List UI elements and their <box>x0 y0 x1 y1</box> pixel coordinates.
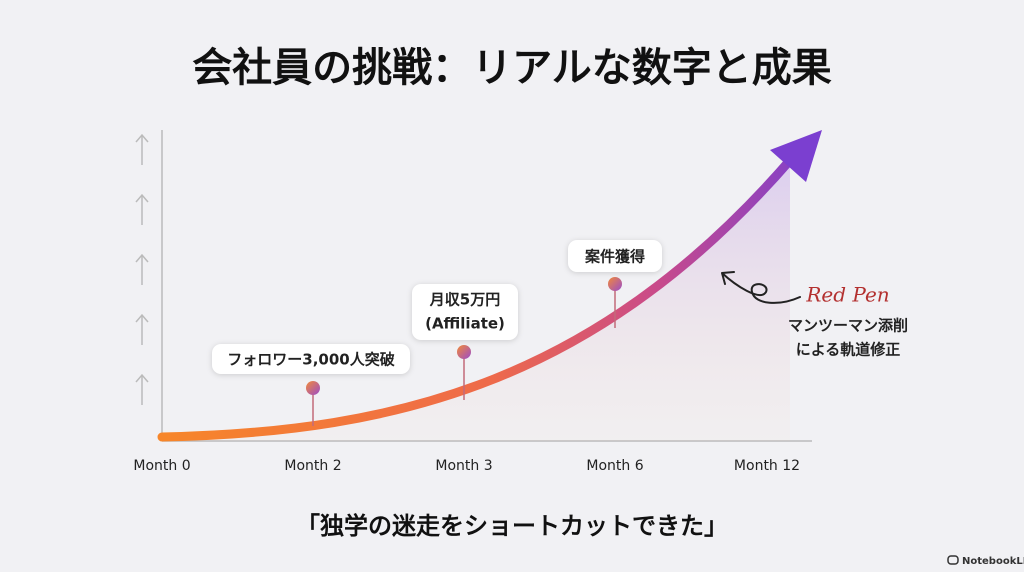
annotation-arrow <box>721 271 801 304</box>
annotation-title: Red Pen <box>805 283 889 307</box>
milestone: 月収5万円 (Affiliate) <box>412 284 518 400</box>
x-label: Month 12 <box>734 458 800 474</box>
x-label: Month 0 <box>133 458 190 474</box>
growth-curve <box>157 153 797 442</box>
annotation-text: マンツーマン添削 <box>788 317 908 335</box>
quote: 「独学の迷走をショートカットできた」 <box>296 512 728 540</box>
milestone: 案件獲得 <box>568 240 662 328</box>
milestone: フォロワー3,000人突破 <box>212 344 410 426</box>
x-label: Month 2 <box>284 458 341 474</box>
milestone-label: 案件獲得 <box>584 248 645 266</box>
x-label: Month 6 <box>586 458 643 474</box>
milestone-label: 月収5万円 <box>429 291 500 309</box>
curve-arrowhead <box>770 130 822 182</box>
up-arrows <box>135 133 149 405</box>
x-label: Month 3 <box>435 458 492 474</box>
brand-icon <box>947 555 959 565</box>
title: 会社員の挑戦：リアルな数字と成果 <box>192 45 832 91</box>
annotation-text: による軌道修正 <box>796 341 901 359</box>
milestone-label: (Affiliate) <box>425 315 505 333</box>
growth-area <box>162 160 790 441</box>
milestone-label: フォロワー3,000人突破 <box>227 351 394 369</box>
brand: NotebookLM <box>962 556 1024 567</box>
